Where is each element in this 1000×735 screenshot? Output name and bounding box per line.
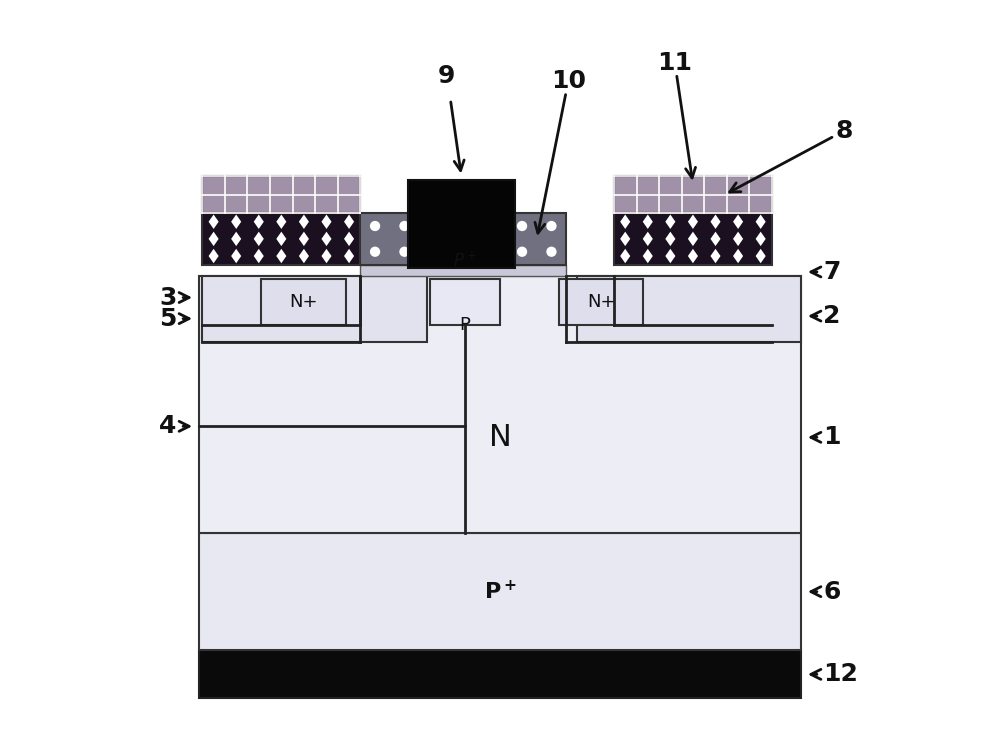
Polygon shape	[254, 232, 264, 246]
Polygon shape	[665, 232, 675, 246]
Text: 10: 10	[551, 69, 586, 93]
Polygon shape	[620, 249, 630, 263]
Text: 8: 8	[835, 119, 853, 143]
Polygon shape	[710, 232, 721, 246]
Polygon shape	[756, 232, 766, 246]
Polygon shape	[344, 249, 354, 263]
Polygon shape	[643, 232, 653, 246]
Text: 1: 1	[823, 426, 841, 449]
Polygon shape	[321, 249, 332, 263]
Polygon shape	[254, 249, 264, 263]
Polygon shape	[276, 249, 286, 263]
Bar	[614, 213, 772, 265]
Text: 4: 4	[159, 415, 177, 438]
Circle shape	[370, 247, 380, 257]
Bar	[199, 650, 801, 698]
Bar	[614, 176, 772, 213]
Text: P: P	[460, 317, 471, 334]
Polygon shape	[665, 215, 675, 229]
Text: 12: 12	[823, 662, 858, 686]
Text: 6: 6	[823, 580, 841, 603]
Circle shape	[546, 220, 557, 231]
Bar	[559, 279, 643, 325]
Text: 9: 9	[438, 64, 455, 88]
Polygon shape	[299, 232, 309, 246]
Polygon shape	[321, 215, 332, 229]
Bar	[202, 213, 360, 265]
Text: $\mathbf{P^+}$: $\mathbf{P^+}$	[484, 580, 516, 603]
Text: 2: 2	[823, 304, 841, 328]
Polygon shape	[344, 232, 354, 246]
Bar	[261, 279, 346, 325]
Circle shape	[370, 220, 380, 231]
Text: N+: N+	[587, 293, 615, 311]
Circle shape	[517, 220, 527, 231]
Bar	[199, 533, 801, 650]
Polygon shape	[299, 215, 309, 229]
Polygon shape	[254, 215, 264, 229]
Circle shape	[517, 247, 527, 257]
Polygon shape	[620, 232, 630, 246]
Polygon shape	[209, 249, 219, 263]
Polygon shape	[344, 215, 354, 229]
Text: N+: N+	[289, 293, 318, 311]
Bar	[202, 176, 360, 213]
Polygon shape	[276, 215, 286, 229]
Polygon shape	[321, 232, 332, 246]
Bar	[199, 276, 801, 533]
Polygon shape	[231, 232, 241, 246]
Bar	[202, 276, 426, 342]
Polygon shape	[733, 215, 743, 229]
Bar	[577, 276, 801, 342]
Polygon shape	[733, 249, 743, 263]
Polygon shape	[688, 249, 698, 263]
Bar	[430, 279, 500, 325]
Polygon shape	[643, 215, 653, 229]
Polygon shape	[710, 249, 721, 263]
Circle shape	[399, 220, 410, 231]
Polygon shape	[688, 232, 698, 246]
Polygon shape	[643, 249, 653, 263]
Polygon shape	[209, 232, 219, 246]
Text: $P^+$: $P^+$	[453, 251, 477, 270]
Polygon shape	[299, 249, 309, 263]
Polygon shape	[756, 215, 766, 229]
Polygon shape	[710, 215, 721, 229]
Polygon shape	[620, 215, 630, 229]
Bar	[408, 180, 515, 268]
Polygon shape	[231, 249, 241, 263]
Polygon shape	[688, 215, 698, 229]
Text: 7: 7	[823, 260, 841, 284]
Polygon shape	[665, 249, 675, 263]
Polygon shape	[733, 232, 743, 246]
Bar	[507, 213, 566, 265]
Polygon shape	[209, 215, 219, 229]
Text: 5: 5	[159, 306, 177, 331]
Polygon shape	[231, 215, 241, 229]
Text: N: N	[489, 423, 511, 452]
Text: 11: 11	[657, 51, 692, 74]
Polygon shape	[276, 232, 286, 246]
Polygon shape	[756, 249, 766, 263]
Circle shape	[546, 247, 557, 257]
Bar	[360, 213, 419, 265]
Bar	[360, 265, 566, 276]
Text: 3: 3	[159, 285, 177, 309]
Circle shape	[399, 247, 410, 257]
